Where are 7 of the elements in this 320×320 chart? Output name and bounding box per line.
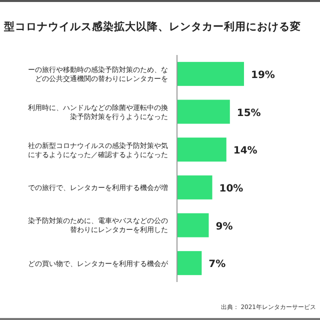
data-label: 9% [216, 221, 233, 232]
data-label: 14% [233, 146, 258, 157]
data-label: 7% [208, 259, 226, 270]
data-label: 10% [219, 183, 244, 194]
chart-title: 型コロナウイルス感染拡大以降、レンタカー利用における変 [3, 20, 301, 33]
data-label: 15% [236, 108, 261, 119]
data-label: 19% [251, 70, 275, 81]
